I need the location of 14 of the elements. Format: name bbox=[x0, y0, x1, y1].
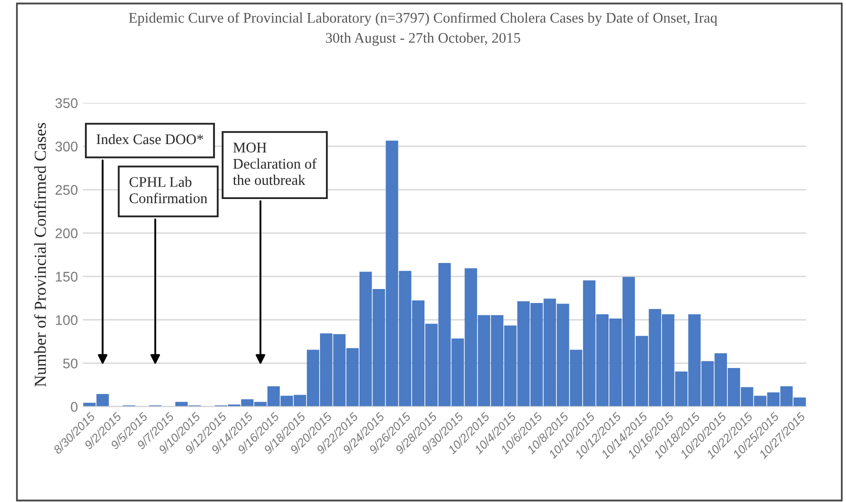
y-tick-label: 250 bbox=[56, 185, 78, 195]
y-tick-label: 200 bbox=[56, 228, 78, 238]
y-tick-label: 300 bbox=[55, 142, 78, 152]
annotation: MOH Declaration of the outbreak bbox=[232, 142, 317, 185]
annotation: CPHL Lab Confirmation bbox=[130, 176, 208, 204]
y-tick-label: 150 bbox=[56, 272, 78, 282]
y-tick-label: 0 bbox=[70, 402, 78, 412]
y-tick-label: 50 bbox=[63, 358, 78, 368]
y-tick-label: 100 bbox=[56, 315, 78, 326]
chart-subtitle: 30th August - 27th October, 2015 bbox=[326, 32, 520, 46]
annotation: Index Case DOO* bbox=[96, 134, 204, 144]
y-axis-title: Number of Provincial Confirmed Cases bbox=[34, 122, 46, 387]
chart-title: Epidemic Curve of Provincial Laboratory (n=3797) Confirmed Cholera Cases by Date of Onset, Iraq bbox=[128, 12, 718, 26]
y-tick-label: 350 bbox=[55, 98, 78, 108]
